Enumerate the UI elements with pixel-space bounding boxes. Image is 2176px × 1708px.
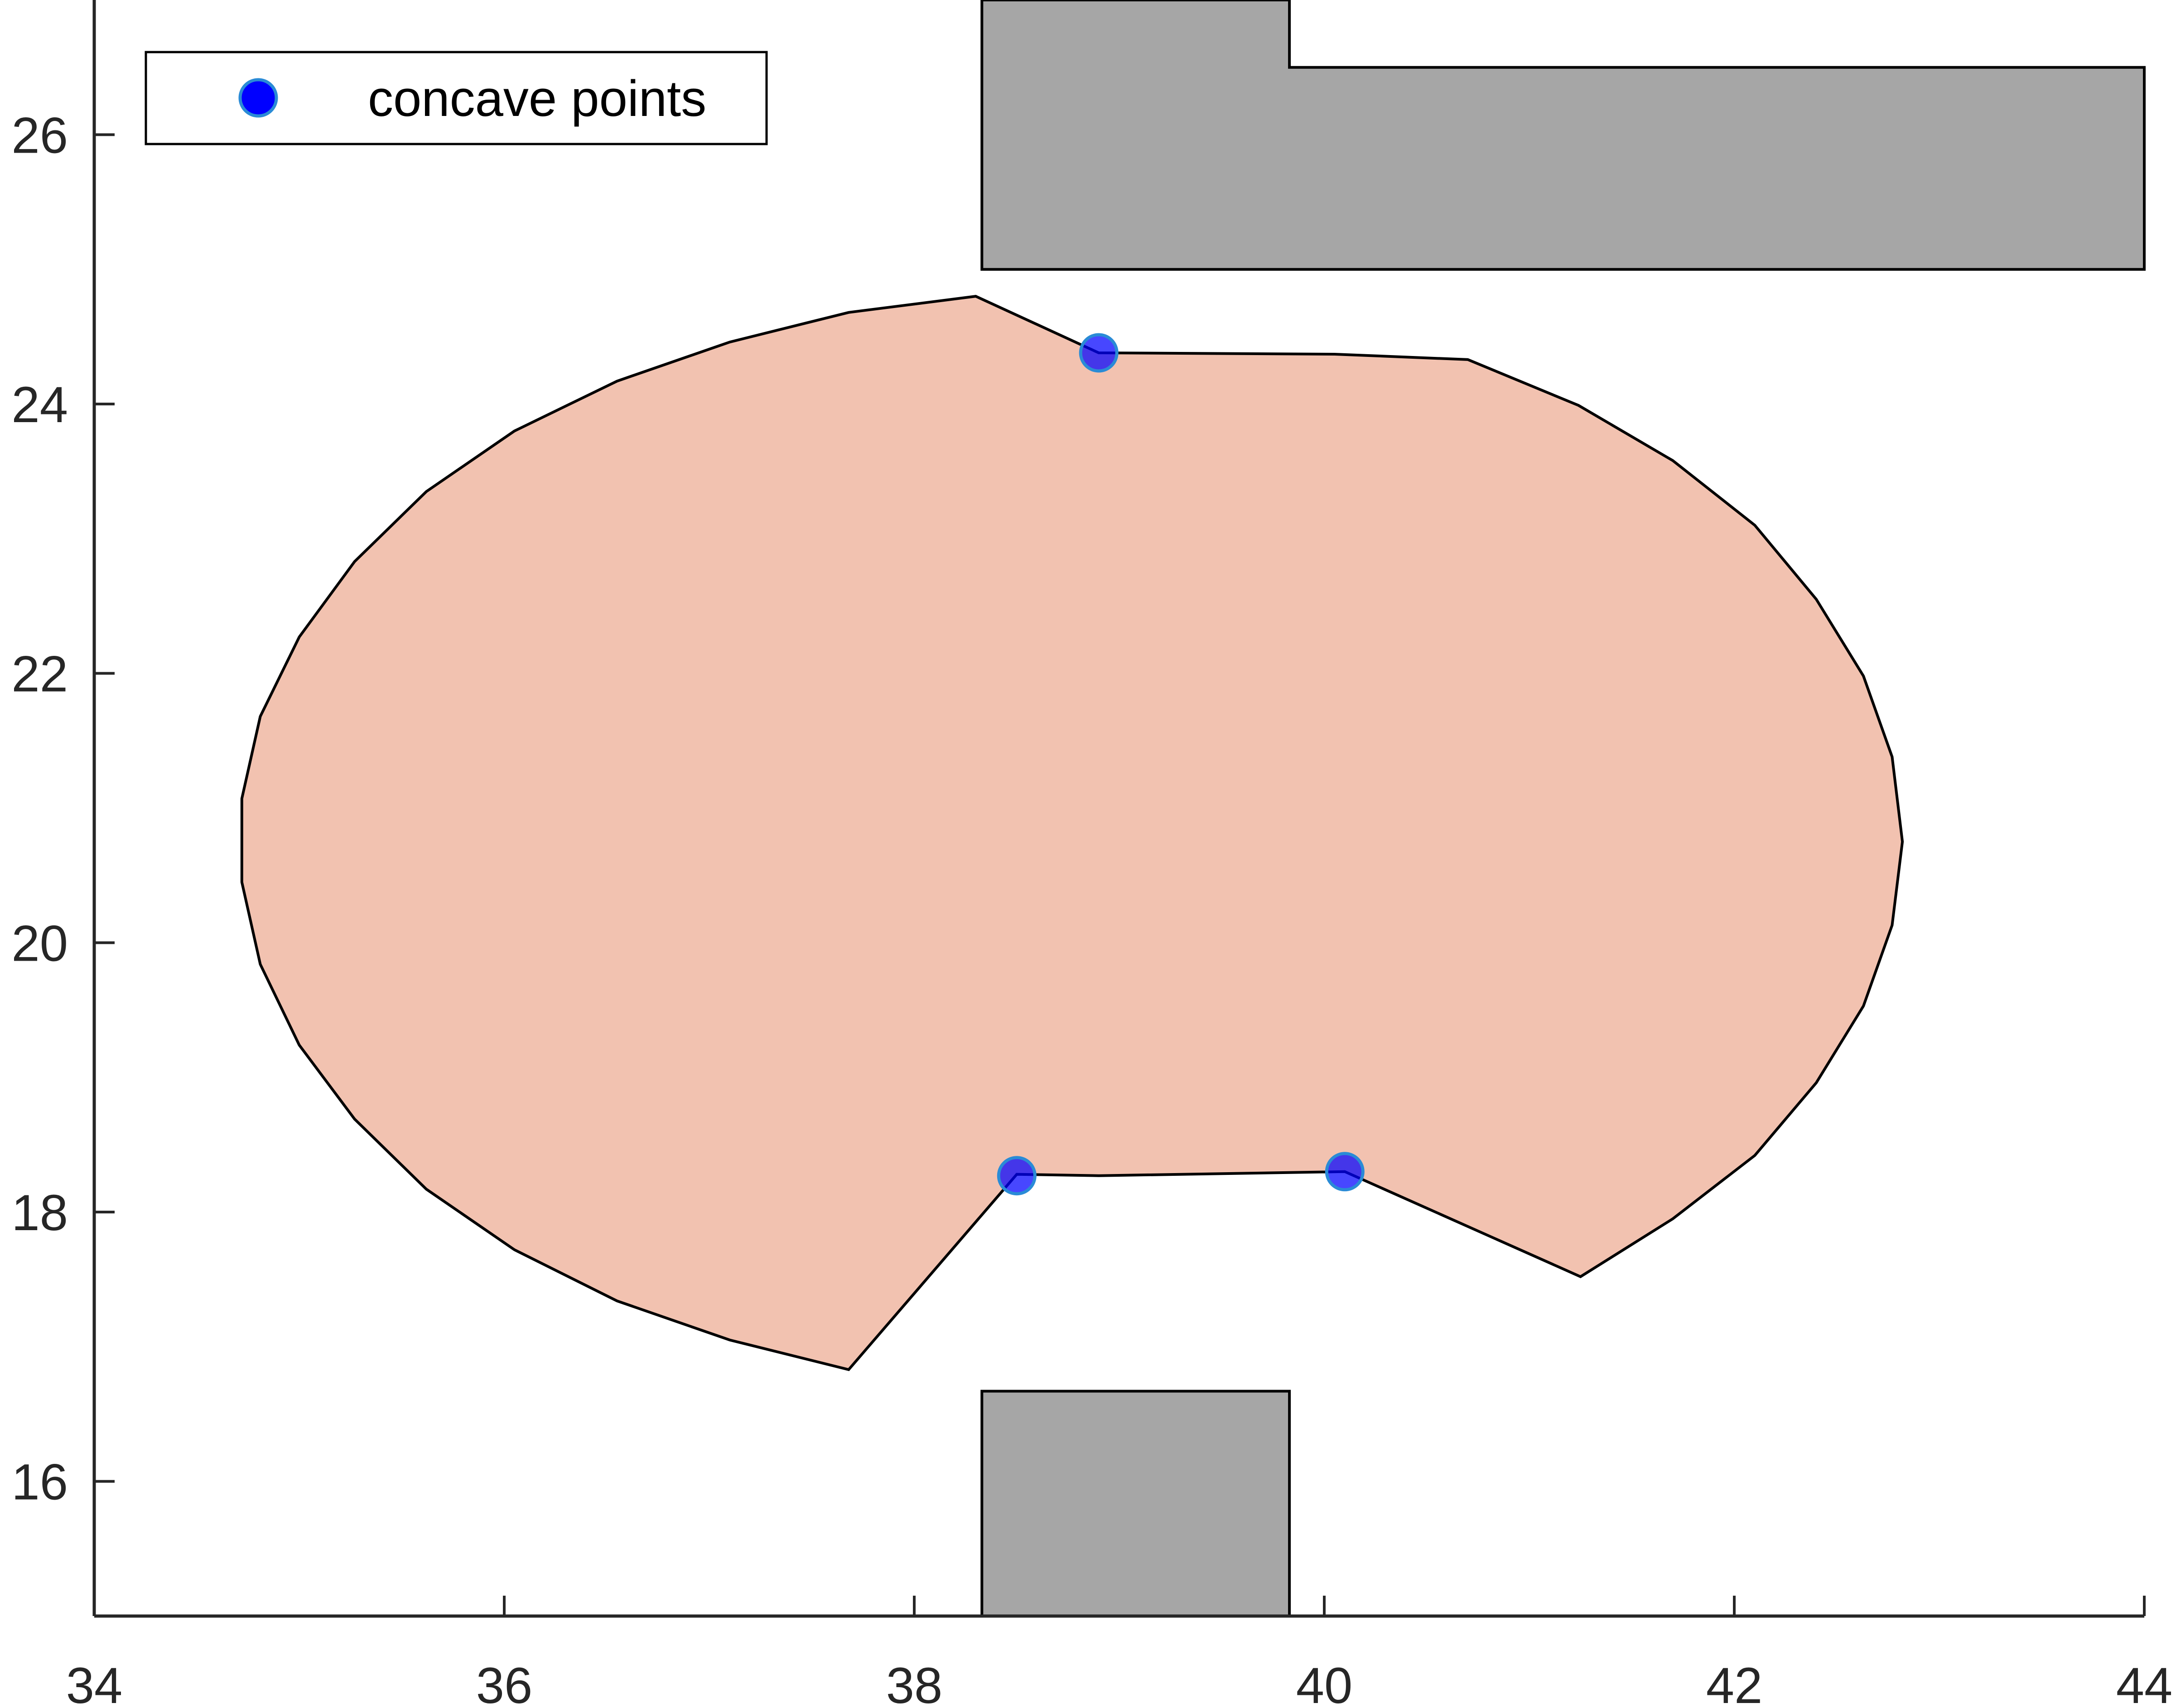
- x-tick-label: 40: [1296, 1657, 1353, 1708]
- concave-region: [240, 295, 1904, 1371]
- x-tick-label: 42: [1706, 1657, 1763, 1708]
- y-tick-label: 24: [11, 376, 68, 433]
- concave-point-3: [1325, 1152, 1365, 1192]
- y-ticks: 16 18 20 22 24 26: [11, 107, 115, 1511]
- x-tick-label: 44: [2116, 1657, 2173, 1708]
- y-tick-label: 18: [11, 1184, 68, 1241]
- concave-point-1: [1079, 333, 1119, 373]
- y-tick-label: 22: [11, 646, 68, 702]
- concave-point-2: [997, 1156, 1037, 1196]
- concave-point-layer: [997, 333, 1365, 1196]
- obstacle-layer: [980, 0, 2146, 1617]
- x-tick-label: 38: [886, 1657, 943, 1708]
- y-tick-label: 16: [11, 1454, 68, 1511]
- y-tick-label: 26: [11, 107, 68, 164]
- obstacle-2: [980, 1390, 1291, 1617]
- axes: 34 36 38 40 42 44 16 18 20 22 24 26: [11, 0, 2172, 1708]
- x-ticks: 34 36 38 40 42 44: [66, 1596, 2173, 1708]
- legend-marker: [238, 78, 278, 118]
- y-tick-label: 20: [11, 915, 68, 972]
- legend: concave points: [145, 51, 768, 145]
- x-tick-label: 36: [476, 1657, 533, 1708]
- x-tick-label: 34: [66, 1657, 123, 1708]
- legend-label: concave points: [368, 70, 706, 127]
- region-layer: [240, 295, 1904, 1371]
- obstacle-1: [980, 0, 2146, 271]
